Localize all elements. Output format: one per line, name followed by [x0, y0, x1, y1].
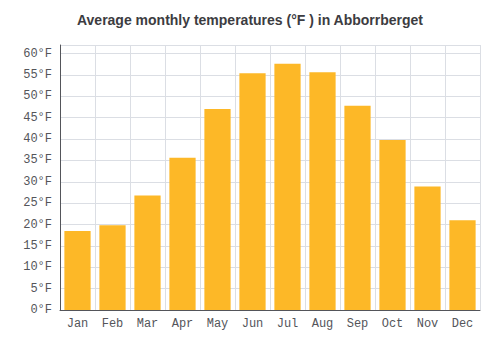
svg-text:Apr: Apr	[172, 317, 194, 331]
svg-text:5°F: 5°F	[30, 282, 52, 296]
svg-text:Dec: Dec	[452, 317, 474, 331]
svg-text:20°F: 20°F	[23, 218, 52, 232]
svg-text:Aug: Aug	[312, 317, 334, 331]
svg-text:Jan: Jan	[67, 317, 89, 331]
svg-text:35°F: 35°F	[23, 153, 52, 167]
svg-text:Average monthly temperatures (: Average monthly temperatures (°F ) in Ab…	[77, 12, 423, 28]
svg-text:Jul: Jul	[277, 317, 299, 331]
svg-text:15°F: 15°F	[23, 239, 52, 253]
svg-text:50°F: 50°F	[23, 89, 52, 103]
svg-text:Mar: Mar	[137, 317, 159, 331]
svg-text:25°F: 25°F	[23, 196, 52, 210]
svg-text:Feb: Feb	[102, 317, 124, 331]
svg-text:60°F: 60°F	[23, 47, 52, 61]
svg-text:55°F: 55°F	[23, 68, 52, 82]
svg-text:40°F: 40°F	[23, 132, 52, 146]
svg-text:0°F: 0°F	[30, 303, 52, 317]
svg-text:Sep: Sep	[347, 317, 369, 331]
svg-text:May: May	[207, 317, 229, 331]
svg-text:30°F: 30°F	[23, 175, 52, 189]
svg-text:Oct: Oct	[382, 317, 404, 331]
svg-text:Nov: Nov	[417, 317, 439, 331]
svg-text:45°F: 45°F	[23, 111, 52, 125]
svg-text:10°F: 10°F	[23, 260, 52, 274]
svg-text:Jun: Jun	[242, 317, 264, 331]
